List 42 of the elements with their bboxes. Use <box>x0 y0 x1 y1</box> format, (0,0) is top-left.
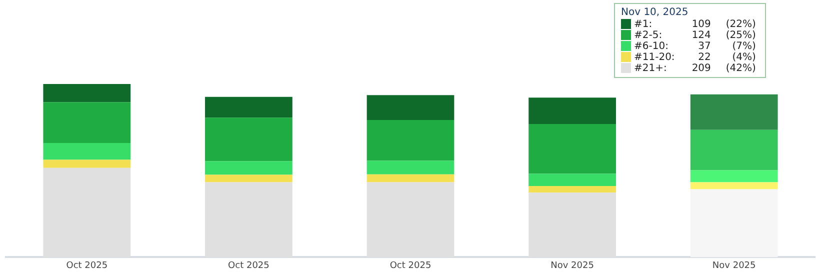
bar <box>528 124 616 174</box>
text: (4%) <box>731 52 757 63</box>
text: 22 <box>697 52 712 63</box>
legend-label: #21+: <box>634 63 668 74</box>
bar <box>528 98 616 124</box>
text: (7%) <box>731 41 757 52</box>
text: (25%) <box>724 30 757 41</box>
text: 124 <box>690 30 712 41</box>
x-tick-label: Oct 2025 <box>390 260 432 271</box>
bar <box>205 161 292 175</box>
bar <box>43 102 131 144</box>
bar <box>205 96 292 118</box>
bar <box>690 170 778 182</box>
bar <box>205 118 292 162</box>
bar <box>690 182 778 190</box>
legend-label: #11-20: <box>634 52 676 63</box>
legend-label: #2-5: <box>634 30 664 41</box>
text: 109 <box>690 19 712 30</box>
bar <box>43 160 131 168</box>
x-tick-label: Nov 2025 <box>712 260 756 271</box>
x-tick-label: Oct 2025 <box>228 260 270 271</box>
bar <box>43 143 131 160</box>
bar <box>366 174 454 182</box>
legend-label: #1: <box>634 19 654 30</box>
bar <box>43 84 131 102</box>
text: 209 <box>690 63 712 74</box>
bar <box>690 189 778 258</box>
bar <box>528 174 616 186</box>
x-tick-label: Oct 2025 <box>66 260 108 271</box>
bar <box>690 130 778 170</box>
text: 37 <box>697 41 712 52</box>
bar <box>690 94 778 130</box>
bar <box>366 160 454 174</box>
x-tick-label: Nov 2025 <box>550 260 594 271</box>
text: Nov 10, 2025 <box>621 7 690 18</box>
bar <box>528 186 616 193</box>
bar <box>205 174 292 182</box>
bar <box>366 120 454 161</box>
text: (42%) <box>724 63 757 74</box>
legend-label: #6-10: <box>634 41 670 52</box>
bar <box>366 95 454 120</box>
text: (22%) <box>724 19 757 30</box>
